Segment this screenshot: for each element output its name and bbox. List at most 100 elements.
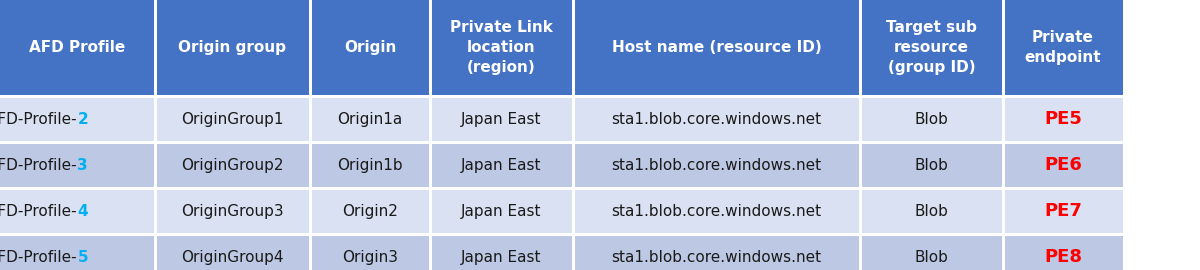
Bar	[0, 144, 155, 187]
Bar	[858, 190, 862, 233]
Bar	[574, 0, 860, 95]
Text: Origin1b: Origin1b	[337, 158, 403, 173]
Bar	[310, 190, 430, 233]
Bar	[308, 236, 312, 270]
Text: AFD-Profile-: AFD-Profile-	[0, 204, 78, 219]
Text: 2: 2	[78, 112, 89, 127]
Bar	[154, 0, 156, 95]
Bar	[1003, 98, 1123, 141]
Text: Target sub
resource
(group ID): Target sub resource (group ID)	[886, 20, 977, 75]
Bar	[574, 98, 860, 141]
Bar	[1002, 98, 1004, 141]
Bar	[430, 0, 574, 95]
Bar	[154, 190, 156, 233]
Text: sta1.blob.core.windows.net: sta1.blob.core.windows.net	[612, 250, 822, 265]
Bar	[0, 236, 155, 270]
Text: PE6: PE6	[1044, 157, 1082, 174]
Bar	[155, 98, 310, 141]
Bar	[1003, 0, 1123, 95]
Text: AFD Profile: AFD Profile	[29, 40, 126, 55]
Bar	[858, 144, 862, 187]
Bar	[571, 98, 575, 141]
Bar	[430, 98, 574, 141]
Bar	[858, 98, 862, 141]
Text: Blob: Blob	[914, 158, 948, 173]
Text: Blob: Blob	[914, 250, 948, 265]
Text: 4: 4	[78, 204, 88, 219]
Text: AFD-Profile-: AFD-Profile-	[0, 158, 78, 173]
Bar	[1003, 236, 1123, 270]
Text: Blob: Blob	[914, 204, 948, 219]
Bar	[0, 0, 155, 95]
Bar	[428, 236, 432, 270]
Text: Japan East: Japan East	[461, 250, 541, 265]
Bar	[860, 98, 1003, 141]
Bar	[430, 144, 574, 187]
Bar	[154, 98, 156, 141]
Bar	[860, 190, 1003, 233]
Text: sta1.blob.core.windows.net: sta1.blob.core.windows.net	[612, 204, 822, 219]
Bar	[155, 236, 310, 270]
Text: 5: 5	[78, 250, 88, 265]
Bar	[0, 187, 1123, 190]
Bar	[574, 190, 860, 233]
Bar	[1003, 144, 1123, 187]
Bar	[571, 144, 575, 187]
Bar	[0, 98, 155, 141]
Bar	[860, 144, 1003, 187]
Bar	[0, 190, 155, 233]
Bar	[858, 236, 862, 270]
Text: Origin3: Origin3	[342, 250, 398, 265]
Bar	[1002, 236, 1004, 270]
Bar	[571, 190, 575, 233]
Text: Origin: Origin	[344, 40, 396, 55]
Text: sta1.blob.core.windows.net: sta1.blob.core.windows.net	[612, 158, 822, 173]
Bar	[0, 141, 1123, 144]
Bar	[428, 0, 432, 95]
Bar	[428, 144, 432, 187]
Text: PE5: PE5	[1044, 110, 1082, 129]
Bar	[430, 190, 574, 233]
Bar	[1003, 190, 1123, 233]
Bar	[571, 236, 575, 270]
Text: OriginGroup3: OriginGroup3	[181, 204, 284, 219]
Bar	[430, 236, 574, 270]
Bar	[1002, 144, 1004, 187]
Bar	[308, 144, 312, 187]
Text: 3: 3	[78, 158, 88, 173]
Text: Private
endpoint: Private endpoint	[1025, 30, 1102, 65]
Bar	[310, 236, 430, 270]
Bar	[574, 144, 860, 187]
Bar	[0, 95, 1123, 98]
Bar	[0, 233, 1123, 236]
Text: Origin2: Origin2	[342, 204, 398, 219]
Text: OriginGroup1: OriginGroup1	[181, 112, 283, 127]
Bar	[1002, 190, 1004, 233]
Text: AFD-Profile-: AFD-Profile-	[0, 112, 78, 127]
Text: Japan East: Japan East	[461, 158, 541, 173]
Bar	[308, 190, 312, 233]
Bar	[310, 98, 430, 141]
Bar	[155, 144, 310, 187]
Text: Japan East: Japan East	[461, 204, 541, 219]
Text: AFD-Profile-: AFD-Profile-	[0, 250, 78, 265]
Bar	[1002, 0, 1004, 95]
Text: Origin group: Origin group	[179, 40, 287, 55]
Bar	[154, 144, 156, 187]
Bar	[858, 0, 862, 95]
Text: PE8: PE8	[1044, 248, 1082, 266]
Text: Origin1a: Origin1a	[337, 112, 403, 127]
Bar	[428, 190, 432, 233]
Text: Host name (resource ID): Host name (resource ID)	[612, 40, 821, 55]
Text: PE7: PE7	[1044, 202, 1082, 221]
Bar	[860, 0, 1003, 95]
Text: Japan East: Japan East	[461, 112, 541, 127]
Bar	[155, 0, 310, 95]
Text: OriginGroup4: OriginGroup4	[181, 250, 283, 265]
Bar	[308, 98, 312, 141]
Bar	[860, 236, 1003, 270]
Bar	[574, 236, 860, 270]
Bar	[155, 190, 310, 233]
Text: sta1.blob.core.windows.net: sta1.blob.core.windows.net	[612, 112, 822, 127]
Bar	[154, 236, 156, 270]
